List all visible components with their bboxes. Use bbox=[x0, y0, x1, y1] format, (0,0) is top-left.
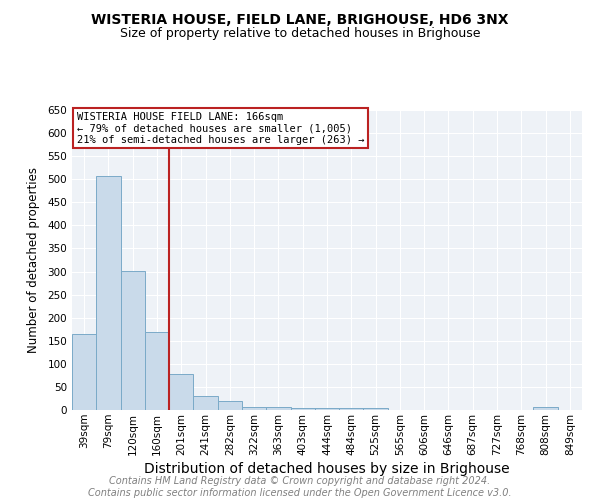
Bar bbox=[72, 334, 96, 410]
Bar bbox=[266, 407, 290, 410]
Bar bbox=[533, 407, 558, 410]
Bar bbox=[339, 408, 364, 410]
Bar bbox=[96, 176, 121, 410]
Text: Size of property relative to detached houses in Brighouse: Size of property relative to detached ho… bbox=[120, 28, 480, 40]
Bar bbox=[364, 408, 388, 410]
Bar bbox=[121, 270, 145, 410]
Bar bbox=[315, 408, 339, 410]
Text: Contains HM Land Registry data © Crown copyright and database right 2024.
Contai: Contains HM Land Registry data © Crown c… bbox=[88, 476, 512, 498]
Bar bbox=[145, 332, 169, 410]
Bar bbox=[290, 408, 315, 410]
Y-axis label: Number of detached properties: Number of detached properties bbox=[28, 167, 40, 353]
Bar bbox=[169, 374, 193, 410]
Bar bbox=[218, 401, 242, 410]
Bar bbox=[242, 407, 266, 410]
Text: WISTERIA HOUSE FIELD LANE: 166sqm
← 79% of detached houses are smaller (1,005)
2: WISTERIA HOUSE FIELD LANE: 166sqm ← 79% … bbox=[77, 112, 365, 144]
Bar bbox=[193, 396, 218, 410]
X-axis label: Distribution of detached houses by size in Brighouse: Distribution of detached houses by size … bbox=[144, 462, 510, 476]
Text: WISTERIA HOUSE, FIELD LANE, BRIGHOUSE, HD6 3NX: WISTERIA HOUSE, FIELD LANE, BRIGHOUSE, H… bbox=[91, 12, 509, 26]
